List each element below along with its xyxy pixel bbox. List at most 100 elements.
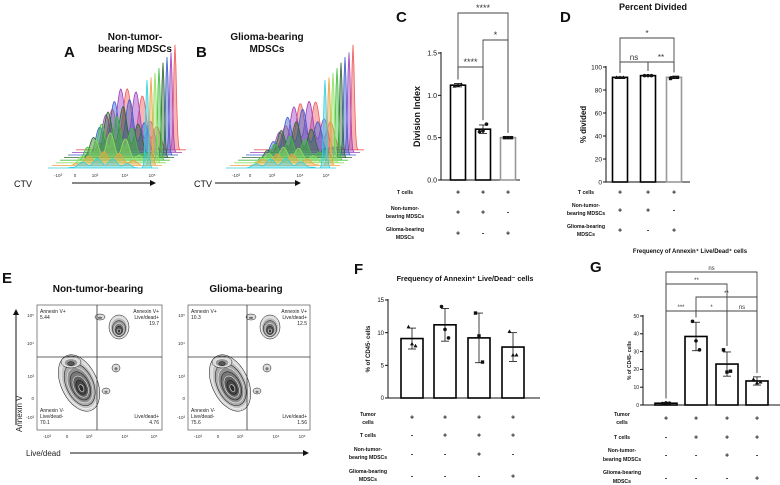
significance-label: ** [724, 291, 729, 297]
quadrant-ul-label: 10.3 [191, 315, 201, 321]
ctv-ticks-a: -10³ 0 10³ 10⁴ 10⁵ [54, 173, 156, 178]
contour-level [229, 384, 236, 392]
data-point [452, 84, 457, 88]
data-point [439, 304, 444, 309]
panel-b-title-line2: MDSCs [249, 44, 284, 55]
contour-level [113, 366, 119, 372]
bar [474, 128, 492, 181]
quadrant-ur-label: Annexin V+ [133, 309, 159, 315]
contour-level [97, 316, 103, 320]
data-point [477, 129, 482, 134]
condition-sign: + [481, 190, 485, 197]
quadrant-ll-label: Annexin V- [191, 408, 216, 414]
condition-label: T cells [360, 433, 376, 439]
y-tick-label: 50 [633, 314, 639, 320]
y-axis-label: Division Index [412, 86, 422, 147]
condition-sign: + [618, 190, 622, 197]
significance-bracket [726, 310, 758, 373]
condition-label: Non-tumor- [391, 206, 420, 212]
data-point [694, 339, 698, 343]
data-point [642, 73, 647, 78]
condition-label: Tumor [360, 412, 376, 418]
flow-x-tick: -10³ [43, 434, 52, 439]
histogram-trace [56, 72, 166, 164]
data-point [646, 73, 650, 78]
condition-sign: + [755, 476, 759, 483]
quadrant-ul-label: 5.44 [40, 315, 50, 321]
flow-x-tick: 10⁴ [122, 434, 129, 439]
significance-label: ** [694, 278, 699, 284]
significance-bracket [457, 12, 509, 133]
bar [449, 84, 467, 181]
y-axis-label: % of CD45- cells [627, 341, 633, 380]
data-point [751, 377, 756, 381]
data-point [672, 75, 676, 80]
ctv-tick-label: 10⁵ [323, 173, 330, 178]
condition-sign: - [411, 452, 414, 459]
data-point [514, 352, 519, 357]
data-point [456, 83, 460, 87]
chart-title: Percent Divided [619, 2, 687, 12]
quadrant-ll-label: 70.1 [40, 420, 50, 426]
condition-sign: - [411, 433, 414, 440]
condition-label: Glioma-bearing [603, 470, 641, 476]
quadrant-ur-label: Live/dead+ [134, 315, 159, 321]
condition-sign: + [725, 416, 729, 423]
data-point [506, 135, 510, 140]
histogram-trace [48, 79, 158, 169]
flow-x-tick: 0 [217, 434, 220, 439]
condition-label: Non-tumor- [608, 448, 637, 454]
bar [611, 76, 629, 183]
significance-bracket [482, 39, 509, 133]
ctv-histogram-overlay-a [48, 44, 186, 169]
data-point [477, 334, 481, 338]
condition-sign: + [755, 416, 759, 423]
data-point [755, 380, 759, 385]
contour-level [103, 390, 109, 394]
ctv-tick-label: 10³ [269, 173, 276, 178]
y-tick-label: 20 [633, 367, 639, 373]
condition-sign: - [665, 476, 668, 483]
condition-sign: + [725, 435, 729, 442]
y-tick-label: 0.5 [427, 135, 437, 142]
condition-label: bearing MDSCs [567, 211, 605, 217]
significance-label: * [645, 29, 648, 38]
ctv-tick-label: 10⁴ [297, 173, 304, 178]
data-point [446, 336, 451, 340]
condition-sign: - [507, 210, 510, 217]
y-tick-label: 5 [381, 363, 385, 369]
flow-y-tick: 0 [182, 396, 185, 401]
panel-letter: C [396, 9, 407, 26]
contour-level [78, 384, 85, 392]
data-point [618, 75, 622, 79]
y-axis-label: % of CD45- cells [366, 325, 372, 372]
data-point [410, 341, 414, 346]
ctv-axis-label-b: CTV [194, 179, 212, 189]
significance-label: * [710, 305, 713, 311]
condition-sign: + [618, 208, 622, 215]
condition-sign: - [647, 228, 650, 235]
condition-sign: - [665, 453, 668, 460]
significance-label: **** [476, 3, 491, 13]
contour-level [67, 361, 75, 366]
data-point [758, 379, 763, 384]
y-tick-label: 0 [598, 179, 602, 186]
condition-sign: + [506, 231, 510, 238]
ctv-tick-label: 10⁴ [122, 173, 129, 178]
quadrant-ur-label: Live/dead+ [282, 315, 307, 321]
flow-plot-title-non-tumor: Non-tumor-bearing [53, 284, 144, 295]
condition-label: bearing MDSCs [386, 214, 424, 220]
y-tick-label: 1.5 [427, 50, 437, 57]
data-point [459, 82, 464, 86]
condition-label: T cells [397, 190, 413, 196]
quadrant-ll-label: Annexin V- [40, 408, 65, 414]
ctv-ticks-b: -10³ 0 10³ 10⁴ 10⁵ [232, 173, 330, 178]
ctv-tick-label: 0 [249, 173, 252, 178]
flow-y-tick: 10⁵ [178, 313, 185, 318]
condition-sign: + [725, 453, 729, 460]
condition-sign: + [618, 228, 622, 235]
flow-x-tick: 10⁵ [299, 434, 306, 439]
flow-x-tick: 0 [66, 434, 69, 439]
